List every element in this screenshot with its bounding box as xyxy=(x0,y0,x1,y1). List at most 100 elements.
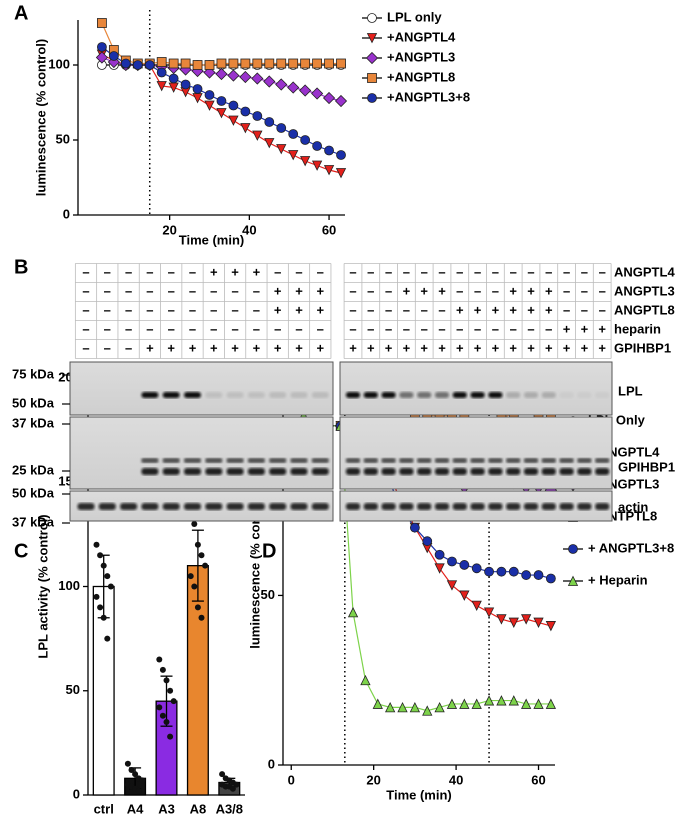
data-point xyxy=(192,60,203,70)
blot-band xyxy=(363,503,378,510)
data-point xyxy=(228,115,239,126)
treatment-sign: – xyxy=(545,264,552,279)
treatment-sign: + xyxy=(403,340,411,355)
data-point xyxy=(508,617,519,628)
panel-letter: C xyxy=(14,540,28,562)
data-point xyxy=(240,106,251,117)
data-point xyxy=(204,60,215,70)
treatment-sign: – xyxy=(403,264,410,279)
treatment-sign: – xyxy=(253,302,260,317)
blot-band xyxy=(541,468,556,475)
blot-band xyxy=(523,468,539,475)
treatment-sign: + xyxy=(545,340,553,355)
x-axis-label: Time (min) xyxy=(179,232,245,247)
data-point xyxy=(100,562,107,569)
data-point xyxy=(144,60,155,70)
treatment-sign: – xyxy=(385,264,392,279)
y-tick-label: 50 xyxy=(66,682,80,697)
data-point xyxy=(216,58,227,69)
legend-label: + ANGPTL3+8 xyxy=(588,540,674,555)
size-label: 75 kDa xyxy=(12,366,55,381)
x-tick-label: 40 xyxy=(242,222,256,237)
data-point xyxy=(159,666,166,673)
legend-label: +ANGPTL4 xyxy=(387,29,456,44)
size-label: 50 kDa xyxy=(12,395,55,410)
treatment-sign: – xyxy=(527,321,534,336)
treatment-sign: – xyxy=(527,264,534,279)
treatment-sign: – xyxy=(581,264,588,279)
band-label: LPL xyxy=(618,383,643,398)
blot-band xyxy=(120,503,138,510)
blot-band xyxy=(311,468,329,475)
data-point xyxy=(132,60,143,70)
blot-band xyxy=(141,392,159,398)
data-point xyxy=(545,621,557,632)
blot-band xyxy=(417,458,432,463)
x-tick-label: 0 xyxy=(288,772,295,787)
treatment-sign: – xyxy=(438,321,445,336)
data-point xyxy=(360,674,371,686)
data-point xyxy=(198,614,205,621)
data-point xyxy=(324,145,334,156)
treatment-sign: + xyxy=(349,340,357,355)
treatment-sign: – xyxy=(104,321,111,336)
blot-band xyxy=(226,392,244,398)
treatment-sign: + xyxy=(146,340,154,355)
legend-marker xyxy=(366,33,378,44)
data-point xyxy=(95,51,108,64)
size-label: 37 kDa xyxy=(12,514,55,529)
blot-band xyxy=(290,392,308,398)
data-point xyxy=(159,712,166,719)
treatment-sign: – xyxy=(274,264,281,279)
legend-label: +ANGPTL8 xyxy=(387,69,455,84)
treatment-sign: – xyxy=(563,264,570,279)
blot-band xyxy=(205,392,223,398)
data-point xyxy=(93,541,100,548)
data-point xyxy=(434,549,445,560)
data-point xyxy=(204,100,215,111)
treatment-sign: + xyxy=(210,340,218,355)
data-point xyxy=(347,606,359,618)
data-point xyxy=(228,100,239,111)
y-tick-label: 0 xyxy=(63,206,70,221)
blot-band xyxy=(247,458,265,463)
treatment-sign: + xyxy=(274,302,282,317)
treatment-sign: – xyxy=(168,321,175,336)
data-point xyxy=(104,635,111,642)
treatment-sign: + xyxy=(527,340,535,355)
treatment-sign: + xyxy=(545,283,553,298)
treatment-sign: – xyxy=(385,321,392,336)
treatment-sign: – xyxy=(104,264,111,279)
x-tick-label: A3 xyxy=(158,801,175,816)
blot-band xyxy=(452,458,467,463)
treatment-sign: + xyxy=(167,340,175,355)
data-point xyxy=(191,583,198,590)
treatment-sign: – xyxy=(104,283,111,298)
treatment-sign: – xyxy=(456,321,463,336)
y-tick-label: 0 xyxy=(268,756,275,771)
legend-marker xyxy=(365,51,379,65)
treatment-sign: – xyxy=(492,283,499,298)
treatment-sign: – xyxy=(563,283,570,298)
data-point xyxy=(288,129,299,139)
blot-band xyxy=(345,468,361,475)
y-axis-label: luminescence (% control) xyxy=(33,39,48,196)
treatment-sign: – xyxy=(146,302,153,317)
panel-letter: A xyxy=(14,2,28,24)
treatment-sign: + xyxy=(403,283,411,298)
blot-band xyxy=(559,503,574,510)
blot-band xyxy=(269,458,287,463)
data-point xyxy=(252,58,263,69)
data-point xyxy=(204,90,215,100)
blot-band xyxy=(183,458,202,463)
legend-label: +ANGPTL3+8 xyxy=(387,89,470,104)
data-point xyxy=(228,58,239,69)
treatment-sign: – xyxy=(367,264,374,279)
blot-band xyxy=(488,468,503,475)
treatment-sign: – xyxy=(599,264,606,279)
treatment-sign: + xyxy=(295,283,303,298)
data-point xyxy=(496,614,507,625)
data-point xyxy=(409,701,421,713)
data-point xyxy=(422,705,433,716)
treatment-sign: – xyxy=(231,283,238,298)
